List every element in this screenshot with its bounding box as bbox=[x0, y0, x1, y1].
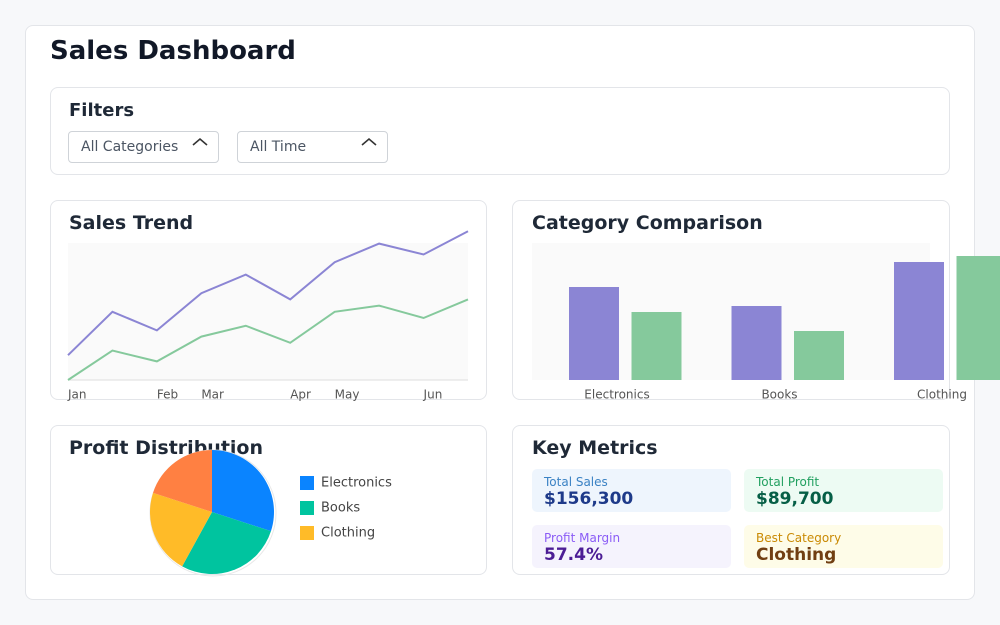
select-text: All Time bbox=[250, 139, 307, 155]
page-title: Sales Dashboard bbox=[50, 36, 296, 66]
pie-slice bbox=[153, 450, 212, 512]
x-tick-label: Mar bbox=[201, 388, 224, 402]
bar bbox=[631, 312, 682, 380]
x-tick-label: Feb bbox=[157, 388, 178, 402]
metric-box: Profit Margin 57.4% bbox=[532, 525, 731, 568]
chevron bbox=[192, 137, 208, 146]
metric-box: Total Profit $89,700 bbox=[744, 469, 943, 512]
legend-swatch bbox=[300, 501, 314, 515]
pie-slice bbox=[182, 512, 271, 574]
metric-value: Clothing bbox=[756, 545, 837, 565]
x-tick-label: Jun bbox=[423, 388, 443, 402]
category-select[interactable]: All Categories bbox=[68, 131, 219, 163]
chevron bbox=[361, 137, 377, 146]
line bbox=[67, 298, 469, 381]
x-tick-label: Jan bbox=[67, 388, 87, 402]
bar bbox=[731, 306, 782, 380]
metric-label: Profit Margin bbox=[544, 531, 621, 545]
bar bbox=[956, 256, 1000, 380]
bar bbox=[794, 331, 844, 380]
metric-label: Total Profit bbox=[756, 475, 820, 489]
select-text: All Categories bbox=[81, 139, 179, 155]
x-tick-label: Apr bbox=[290, 388, 311, 402]
bar bbox=[894, 262, 944, 380]
plot-area bbox=[68, 243, 468, 380]
pie-slice bbox=[212, 450, 275, 532]
x-tick-label: May bbox=[335, 388, 360, 402]
legend-swatch bbox=[300, 476, 314, 490]
time-select[interactable]: All Time bbox=[237, 131, 388, 163]
chart-title: Category Comparison bbox=[532, 212, 763, 234]
metric-label: Best Category bbox=[756, 531, 842, 545]
metric-value: 57.4% bbox=[544, 545, 603, 565]
pie-shadow bbox=[149, 449, 277, 577]
metric-label: Total Sales bbox=[544, 475, 608, 489]
x-tick-label: Clothing bbox=[917, 388, 967, 402]
metric-value: $156,300 bbox=[544, 489, 634, 509]
line bbox=[67, 230, 469, 356]
bar bbox=[569, 287, 619, 380]
metric-box: Best Category Clothing bbox=[744, 525, 943, 568]
legend-label: Clothing bbox=[321, 526, 375, 541]
metric-box: Total Sales $156,300 bbox=[532, 469, 731, 512]
legend-label: Electronics bbox=[321, 476, 392, 491]
filters-title: Filters bbox=[69, 100, 135, 121]
legend-swatch bbox=[300, 526, 314, 540]
x-tick-label: Books bbox=[761, 388, 797, 402]
legend-label: Books bbox=[321, 501, 360, 516]
pie-slice bbox=[149, 492, 212, 567]
x-tick-label: Electronics bbox=[584, 388, 649, 402]
chart-title: Sales Trend bbox=[69, 212, 194, 234]
metrics-title: Key Metrics bbox=[532, 437, 658, 459]
metric-value: $89,700 bbox=[756, 489, 834, 509]
